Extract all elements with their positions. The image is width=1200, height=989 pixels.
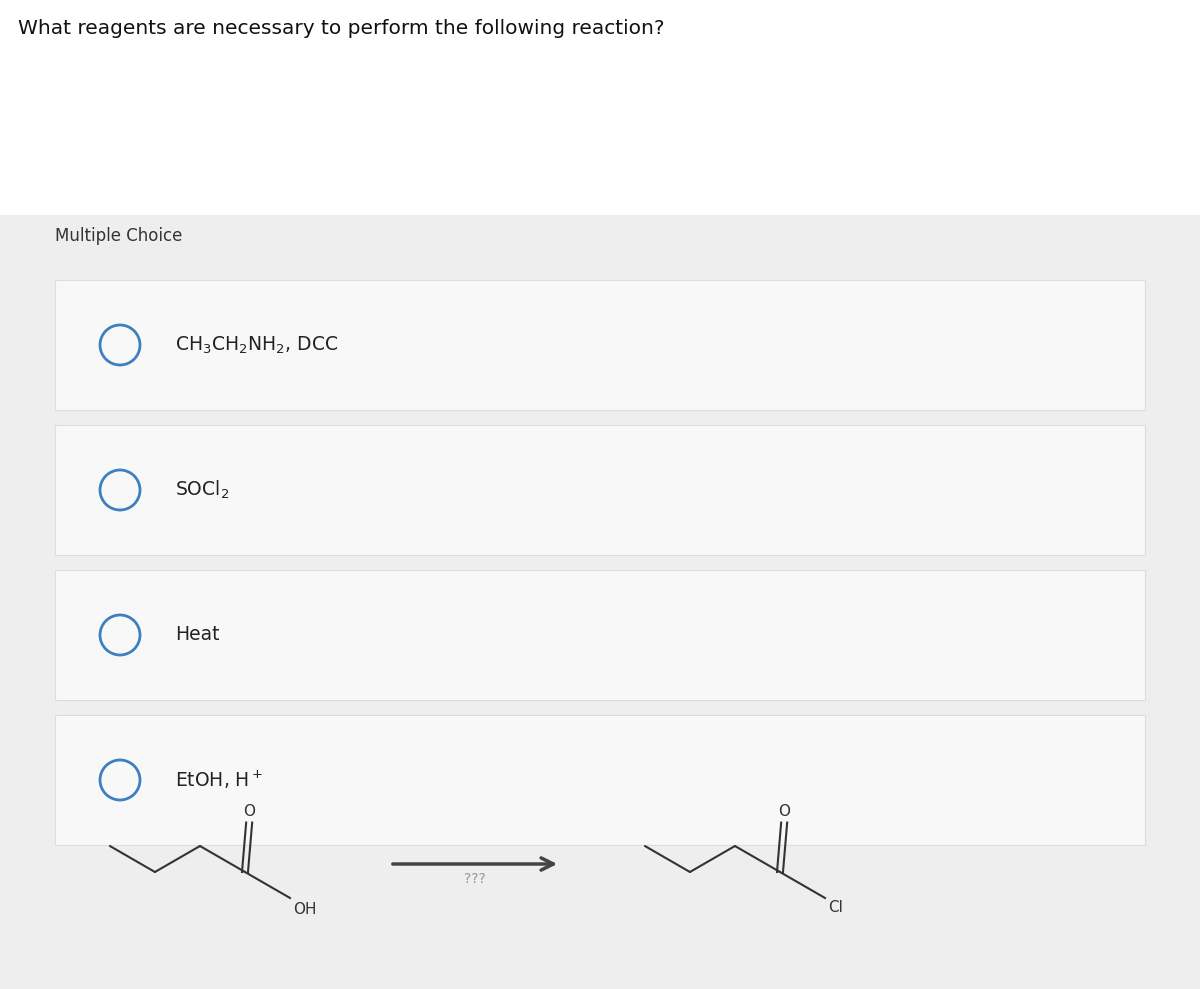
Text: Cl: Cl [828,900,842,915]
Text: $\mathregular{CH_3CH_2NH_2}$, DCC: $\mathregular{CH_3CH_2NH_2}$, DCC [175,334,338,356]
Text: OH: OH [293,902,317,917]
Bar [55,425,1145,555]
Bar [55,715,1145,845]
Text: Heat: Heat [175,625,220,645]
Text: Multiple Choice: Multiple Choice [55,227,182,245]
Bar [55,570,1145,700]
Bar [0,215,1200,989]
Text: What reagents are necessary to perform the following reaction?: What reagents are necessary to perform t… [18,19,665,38]
Text: O: O [244,804,256,819]
Text: ???: ??? [464,872,486,886]
Text: $\mathregular{SOCl_2}$: $\mathregular{SOCl_2}$ [175,479,229,501]
Text: EtOH, H$^+$: EtOH, H$^+$ [175,769,264,791]
Text: O: O [778,804,790,819]
Bar [55,280,1145,410]
